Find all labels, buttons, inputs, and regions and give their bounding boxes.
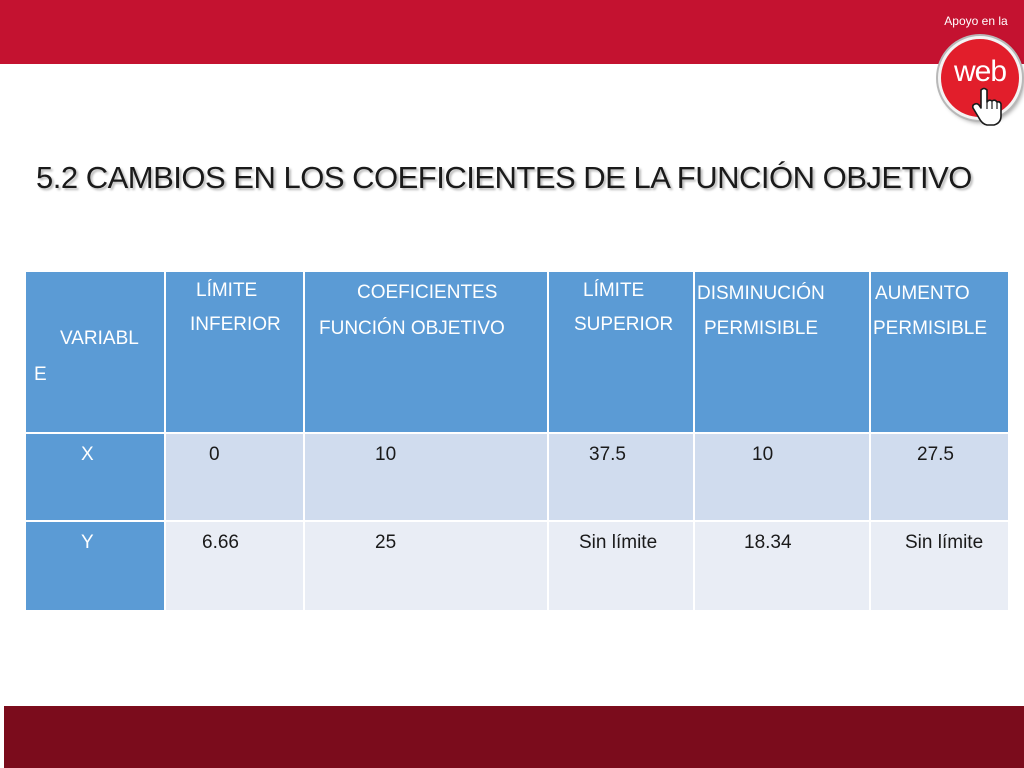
header-disminucion-line2: PERMISIBLE [704,318,819,339]
row-x-coeficiente-text: 10 [375,444,397,465]
table-row-x-aumento: 27.5 [871,434,1008,520]
table-row-y-disminucion: 18.34 [695,522,869,610]
header-aumento-line1: AUMENTO [875,283,970,304]
row-x-disminucion-text: 10 [752,444,774,465]
sensitivity-table: VARIABL E LÍMITE INFERIOR COEFICIENTES F… [26,272,1008,610]
header-limite-inferior-line1: LÍMITE [196,280,258,301]
row-y-limite-superior-text: Sin límite [579,532,658,553]
header-disminucion: DISMINUCIÓN PERMISIBLE [695,272,869,432]
table-row-x-limite-inferior: 0 [166,434,303,520]
pointer-hand-icon [972,87,1002,126]
page-title: 5.2 CAMBIOS EN LOS COEFICIENTES DE LA FU… [36,160,972,195]
row-y-aumento-text: Sin límite [905,532,984,553]
table-row-y-variable: Y [26,522,164,610]
header-limite-superior-line1: LÍMITE [583,280,645,301]
header-aumento: AUMENTO PERMISIBLE [871,272,1008,432]
header-coeficientes-line1: COEFICIENTES [357,282,498,303]
header-variable: VARIABL E [26,272,164,432]
logo-caption: Apoyo en la [944,14,1008,28]
row-x-limite-inferior-text: 0 [209,444,220,465]
row-x-variable-text: X [81,444,94,465]
table-row-y-coeficiente: 25 [305,522,547,610]
bottom-banner [4,706,1024,768]
header-coeficientes-line2: FUNCIÓN OBJETIVO [319,318,505,339]
header-limite-inferior-line2: INFERIOR [190,314,281,335]
table-row-x-disminucion: 10 [695,434,869,520]
table-row-y-limite-superior: Sin límite [549,522,693,610]
header-limite-superior: LÍMITE SUPERIOR [549,272,693,432]
header-variable-line2: E [34,364,47,385]
row-y-variable-text: Y [81,532,94,553]
header-limite-superior-line2: SUPERIOR [574,314,674,335]
table-row-x-limite-superior: 37.5 [549,434,693,520]
row-y-disminucion-text: 18.34 [744,532,792,553]
header-aumento-line2: PERMISIBLE [873,318,988,339]
header-disminucion-line1: DISMINUCIÓN [697,283,825,304]
table-row-y-aumento: Sin límite [871,522,1008,610]
apoyo-en-la-web-logo: Apoyo en la web [932,10,1024,136]
table-row-x-variable: X [26,434,164,520]
header-coeficientes: COEFICIENTES FUNCIÓN OBJETIVO [305,272,547,432]
row-x-aumento-text: 27.5 [917,444,954,465]
table-row-x-coeficiente: 10 [305,434,547,520]
row-x-limite-superior-text: 37.5 [589,444,626,465]
header-variable-line1: VARIABL [60,328,139,349]
row-y-limite-inferior-text: 6.66 [202,532,239,553]
logo-word: web [953,55,1007,88]
header-limite-inferior: LÍMITE INFERIOR [166,272,303,432]
top-banner [0,0,1024,64]
table-row-y-limite-inferior: 6.66 [166,522,303,610]
row-y-coeficiente-text: 25 [375,532,397,553]
